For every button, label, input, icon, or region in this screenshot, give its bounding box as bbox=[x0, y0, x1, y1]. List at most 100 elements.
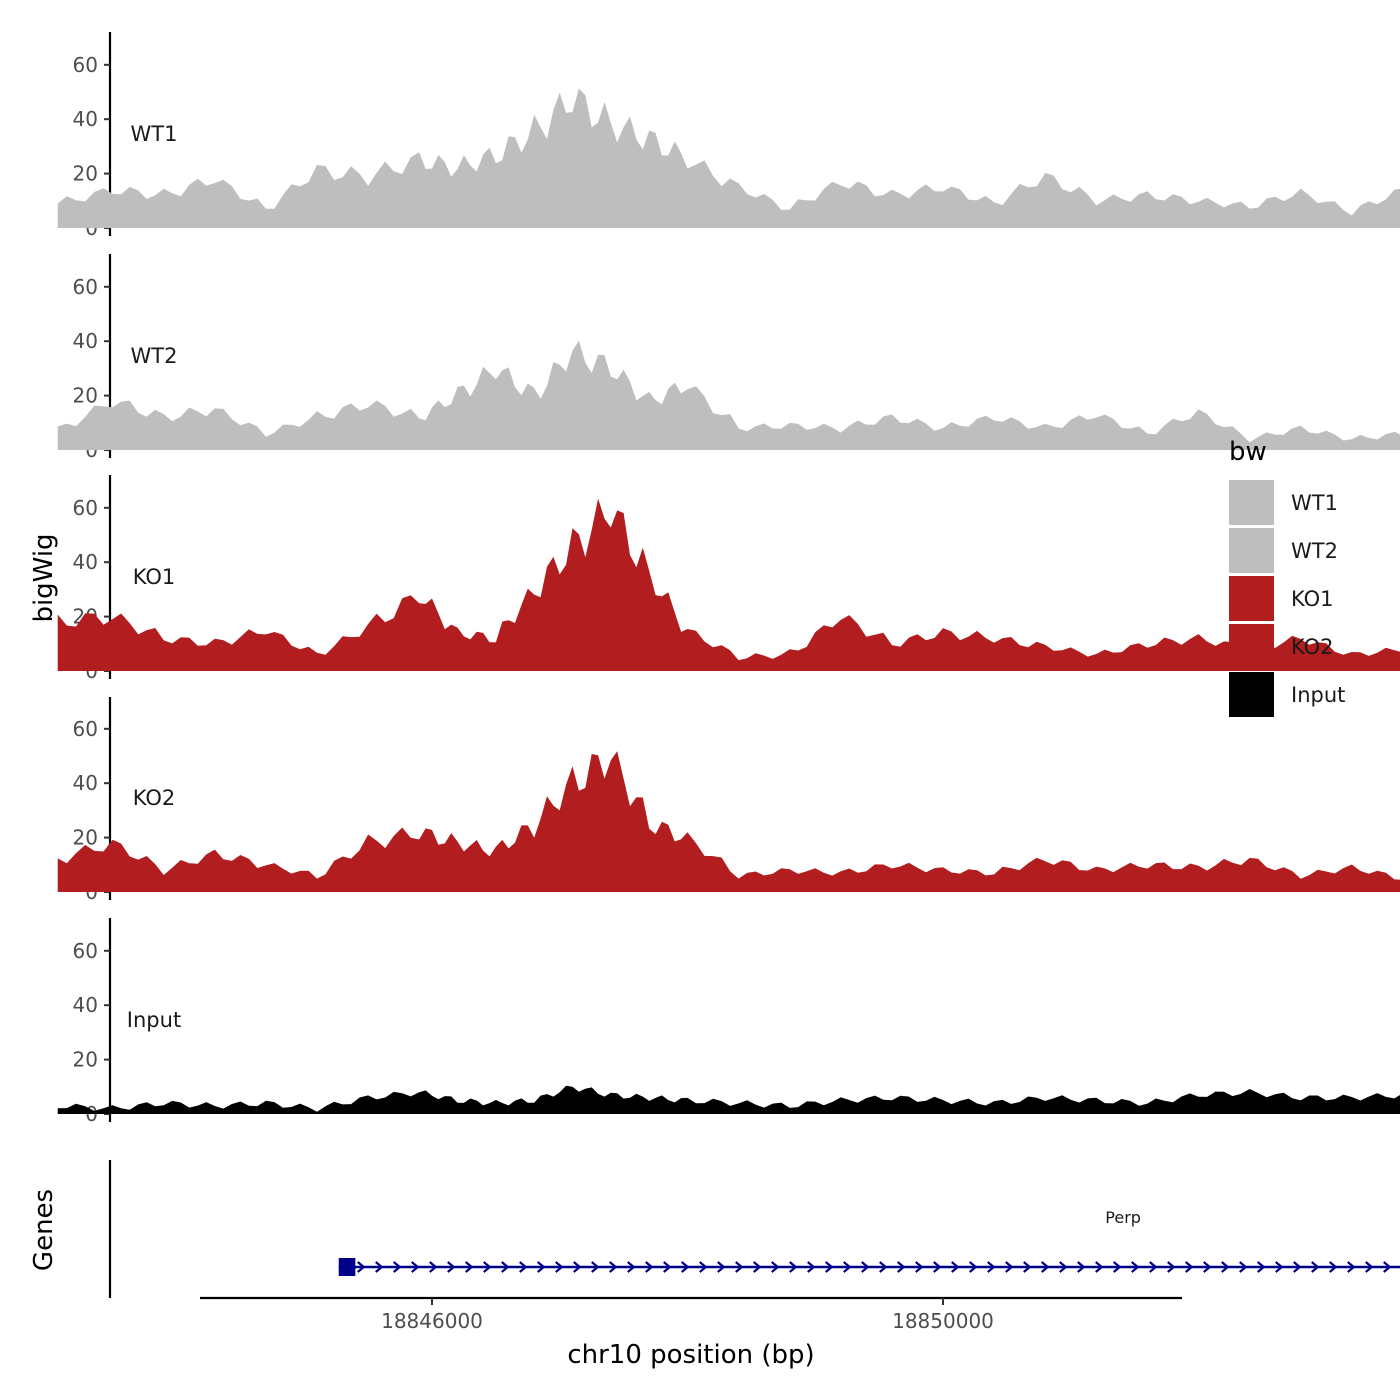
strand-arrow bbox=[1041, 1261, 1050, 1273]
strand-arrow bbox=[573, 1261, 582, 1273]
strand-arrow bbox=[1185, 1261, 1194, 1273]
gene-track: Perp bbox=[108, 1160, 1400, 1298]
y-tick-label: 60 bbox=[73, 717, 98, 741]
legend-key-ko1 bbox=[1229, 576, 1274, 621]
strand-arrow bbox=[699, 1261, 708, 1273]
strand-arrow bbox=[1275, 1261, 1284, 1273]
strand-arrow bbox=[771, 1261, 780, 1273]
legend-label-wt1: WT1 bbox=[1291, 491, 1338, 515]
strand-arrow bbox=[1167, 1261, 1176, 1273]
signal-tracks: 0204060WT10204060WT20204060KO10204060KO2… bbox=[57, 32, 1400, 1126]
track-wt1: 0204060WT1 bbox=[57, 32, 1400, 240]
strand-arrow bbox=[663, 1261, 672, 1273]
y-tick-label: 20 bbox=[73, 1048, 98, 1072]
strand-arrow bbox=[879, 1261, 888, 1273]
strand-arrow bbox=[807, 1261, 816, 1273]
strand-arrow bbox=[1095, 1261, 1104, 1273]
strand-arrow bbox=[1257, 1261, 1266, 1273]
strand-arrow bbox=[1329, 1261, 1338, 1273]
strand-arrow bbox=[465, 1261, 474, 1273]
strand-arrow bbox=[843, 1261, 852, 1273]
strand-arrow bbox=[717, 1261, 726, 1273]
strand-arrow bbox=[915, 1261, 924, 1273]
strand-arrow bbox=[555, 1261, 564, 1273]
strand-arrow bbox=[519, 1261, 528, 1273]
strand-arrow bbox=[1059, 1261, 1068, 1273]
area-input bbox=[57, 1085, 1400, 1114]
strand-arrow bbox=[1203, 1261, 1212, 1273]
strand-arrow bbox=[1221, 1261, 1230, 1273]
legend: bw WT1 WT2 KO1 KO2 Input bbox=[1229, 437, 1345, 717]
strand-arrow bbox=[933, 1261, 942, 1273]
y-tick-label: 40 bbox=[73, 993, 98, 1017]
y-tick-label: 60 bbox=[73, 275, 98, 299]
y-tick-label: 40 bbox=[73, 329, 98, 353]
track-label-ko1: KO1 bbox=[133, 565, 176, 589]
area-wt1 bbox=[57, 88, 1400, 228]
strand-arrow bbox=[987, 1261, 996, 1273]
strand-arrow bbox=[393, 1261, 402, 1273]
y-tick-label: 40 bbox=[73, 550, 98, 574]
legend-key-wt2 bbox=[1229, 528, 1274, 573]
strand-arrow bbox=[753, 1261, 762, 1273]
strand-arrow bbox=[1239, 1261, 1248, 1273]
strand-arrow bbox=[969, 1261, 978, 1273]
y-tick-label: 60 bbox=[73, 496, 98, 520]
x-tick-label: 18846000 bbox=[381, 1309, 483, 1333]
y-tick-label: 60 bbox=[73, 53, 98, 77]
strand-arrow bbox=[627, 1261, 636, 1273]
legend-label-input: Input bbox=[1291, 683, 1345, 707]
gene-name-label: Perp bbox=[1105, 1208, 1141, 1227]
strand-arrow bbox=[1311, 1261, 1320, 1273]
track-ko1: 0204060KO1 bbox=[57, 475, 1400, 683]
strand-arrow bbox=[897, 1261, 906, 1273]
track-label-ko2: KO2 bbox=[133, 786, 176, 810]
track-label-input: Input bbox=[127, 1008, 181, 1032]
track-input: 0204060Input bbox=[57, 918, 1400, 1126]
legend-title: bw bbox=[1229, 437, 1267, 467]
strand-arrow bbox=[1149, 1261, 1158, 1273]
strand-arrow bbox=[447, 1261, 456, 1273]
strand-arrow bbox=[825, 1261, 834, 1273]
strand-arrow bbox=[1005, 1261, 1014, 1273]
y-tick-label: 40 bbox=[73, 107, 98, 131]
strand-arrow bbox=[951, 1261, 960, 1273]
strand-arrow bbox=[609, 1261, 618, 1273]
area-ko1 bbox=[57, 498, 1400, 671]
area-ko2 bbox=[57, 751, 1400, 892]
area-wt2 bbox=[57, 340, 1400, 450]
legend-key-input bbox=[1229, 672, 1274, 717]
legend-key-wt1 bbox=[1229, 480, 1274, 525]
strand-arrow bbox=[789, 1261, 798, 1273]
y-tick-label: 40 bbox=[73, 771, 98, 795]
strand-arrow bbox=[1077, 1261, 1086, 1273]
strand-arrow bbox=[1365, 1261, 1374, 1273]
strand-arrow bbox=[735, 1261, 744, 1273]
strand-arrow bbox=[375, 1261, 384, 1273]
gene-exon bbox=[338, 1258, 356, 1276]
x-tick-label: 18850000 bbox=[892, 1309, 994, 1333]
track-wt2: 0204060WT2 bbox=[57, 254, 1400, 462]
strand-arrow bbox=[861, 1261, 870, 1273]
legend-label-ko2: KO2 bbox=[1291, 635, 1334, 659]
strand-arrow bbox=[501, 1261, 510, 1273]
y-tick-label: 20 bbox=[73, 384, 98, 408]
strand-arrow bbox=[429, 1261, 438, 1273]
strand-arrow bbox=[1347, 1261, 1356, 1273]
strand-arrow bbox=[1383, 1261, 1392, 1273]
strand-arrow bbox=[357, 1261, 366, 1273]
legend-label-ko1: KO1 bbox=[1291, 587, 1334, 611]
strand-arrow bbox=[645, 1261, 654, 1273]
strand-arrow bbox=[1113, 1261, 1122, 1273]
legend-key-ko2 bbox=[1229, 624, 1274, 669]
y-axis-title: bigWig bbox=[29, 533, 59, 622]
strand-arrow bbox=[681, 1261, 690, 1273]
track-ko2: 0204060KO2 bbox=[57, 697, 1400, 904]
strand-arrow bbox=[591, 1261, 600, 1273]
strand-arrow bbox=[483, 1261, 492, 1273]
legend-label-wt2: WT2 bbox=[1291, 539, 1338, 563]
strand-arrow bbox=[1293, 1261, 1302, 1273]
strand-arrow bbox=[411, 1261, 420, 1273]
x-axis-title: chr10 position (bp) bbox=[567, 1340, 814, 1370]
